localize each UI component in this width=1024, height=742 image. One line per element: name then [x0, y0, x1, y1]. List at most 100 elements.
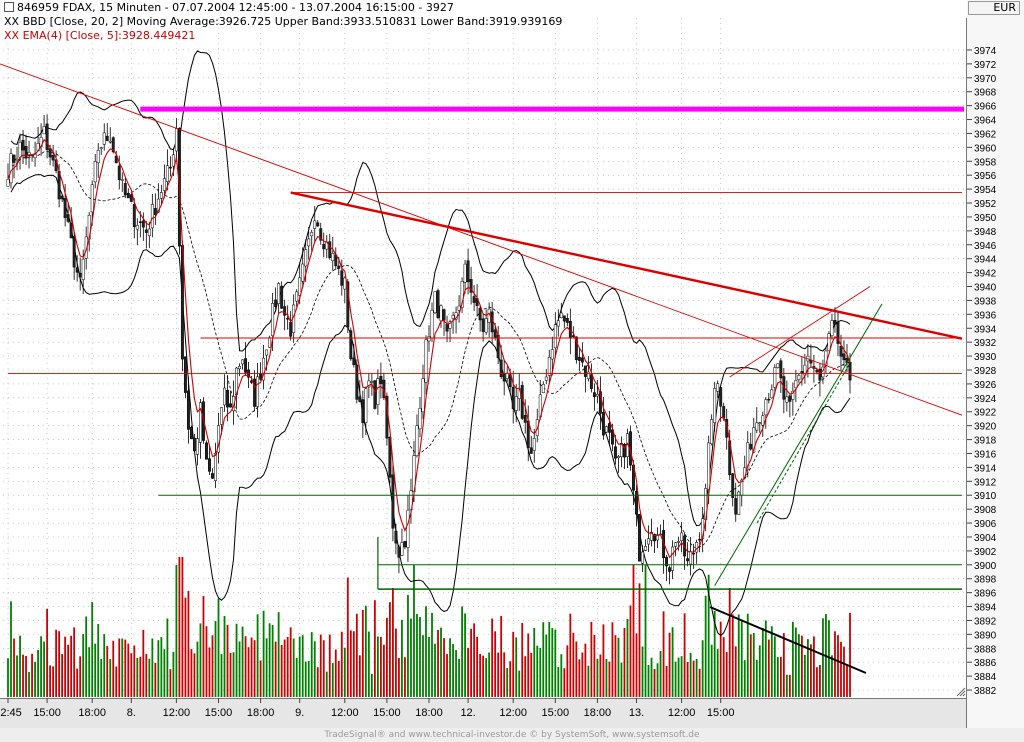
candle-body	[478, 307, 482, 321]
candle-body	[749, 443, 753, 450]
candle-body	[671, 546, 675, 571]
green-uptrend-line[interactable]	[714, 303, 883, 586]
volume-bar	[770, 626, 773, 697]
volume-bar	[283, 639, 286, 697]
candle-body	[199, 402, 202, 443]
candle-body	[770, 389, 774, 399]
candle-body	[361, 399, 365, 424]
volume-bar	[163, 649, 166, 697]
y-tick-label: 3900	[974, 561, 997, 572]
volume-bar	[746, 613, 749, 697]
candle-body	[436, 290, 440, 318]
volume-bar	[659, 651, 662, 697]
candle	[196, 427, 199, 466]
candle	[773, 364, 777, 395]
y-tick-label: 3954	[974, 185, 997, 196]
candle-body	[451, 315, 455, 319]
volume-bar	[704, 595, 707, 697]
candle-body	[514, 396, 518, 411]
volume-bar	[500, 615, 503, 697]
volume-bar	[689, 653, 692, 697]
candle-body	[737, 491, 741, 515]
green-uptrend-line-dashed[interactable]	[756, 362, 851, 524]
candle-body	[126, 192, 130, 199]
volume-bar	[28, 672, 30, 697]
candle	[436, 288, 440, 320]
x-tick-label: 15:00	[33, 707, 61, 719]
volume-bar	[479, 653, 482, 697]
y-tick-label: 3888	[974, 644, 997, 655]
volume-bar	[755, 659, 758, 697]
candle-body	[779, 360, 783, 379]
candle	[183, 356, 187, 399]
candle-body	[791, 390, 795, 400]
bollinger-upper-band	[10, 50, 851, 527]
y-tick-label: 3898	[974, 575, 997, 586]
red-downtrend-line[interactable]	[290, 191, 963, 340]
candle-body	[141, 220, 145, 228]
candle-body	[102, 132, 106, 145]
resize-grip-icon[interactable]	[956, 687, 966, 697]
candle	[565, 313, 569, 327]
volume-bar	[734, 646, 737, 697]
volume-bar	[67, 644, 70, 697]
candle-body	[168, 166, 172, 169]
candle	[671, 540, 675, 580]
volume-bar	[707, 574, 710, 697]
volume-bar	[217, 598, 220, 697]
candle	[319, 222, 323, 245]
volume-bar	[797, 634, 800, 697]
candle-body	[328, 241, 332, 258]
red-channel-line[interactable]	[729, 286, 871, 378]
volume-bar	[49, 665, 51, 697]
candle-body	[27, 151, 31, 156]
candle-body	[836, 321, 840, 344]
red-downtrend-line-thin[interactable]	[0, 63, 963, 416]
volume-bar	[491, 618, 494, 697]
volume-bar	[461, 606, 463, 697]
candle	[361, 390, 365, 439]
volume-bar	[328, 634, 331, 697]
candle-body	[340, 270, 344, 286]
candle	[105, 123, 109, 142]
candle-body	[565, 318, 569, 323]
candle-body	[48, 148, 52, 158]
candle-body	[42, 126, 46, 135]
candle	[373, 380, 377, 410]
candle-body	[722, 406, 726, 419]
candle-body	[135, 225, 139, 230]
candle-body	[150, 204, 154, 229]
candle	[123, 178, 127, 199]
candle	[836, 311, 840, 356]
candle	[547, 349, 551, 384]
volume-bar	[641, 646, 644, 697]
candle-body	[93, 161, 97, 183]
y-tick-label: 3950	[974, 213, 997, 224]
candle-body	[541, 384, 545, 393]
volume-bar	[695, 658, 698, 697]
candle	[656, 527, 659, 549]
volume-bar	[31, 653, 33, 697]
volume-bar	[572, 632, 575, 697]
volume-divergence-line[interactable]	[709, 606, 867, 674]
candle	[794, 369, 798, 403]
candle-body	[776, 363, 780, 368]
candle	[214, 442, 217, 489]
volume-bar	[334, 649, 337, 697]
volume-bar	[680, 656, 683, 697]
volume-bar	[310, 632, 313, 697]
candle-body	[674, 542, 678, 547]
y-tick-label: 3896	[974, 589, 997, 600]
currency-label[interactable]: EUR	[968, 1, 1020, 15]
chart-window-icon[interactable]	[4, 2, 14, 12]
candle-body	[21, 140, 25, 151]
candle-body	[283, 306, 287, 316]
candle-body	[707, 442, 711, 490]
volume-bar	[46, 608, 48, 697]
candle-body	[364, 388, 368, 423]
candle-body	[421, 378, 425, 413]
candle-body	[761, 415, 765, 426]
y-tick-label: 3966	[974, 102, 997, 113]
volume-bar	[578, 659, 581, 697]
candle-body	[331, 253, 335, 261]
